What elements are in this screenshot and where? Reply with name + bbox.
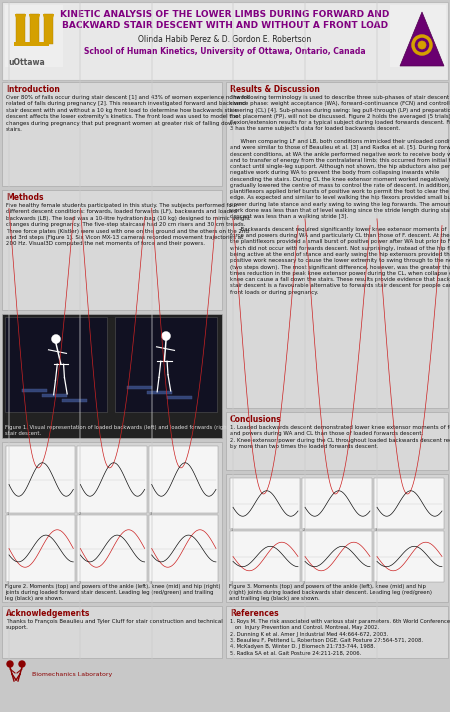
Text: BACKWARD STAIR DESCENT WITH AND WITHOUT A FRONT LOAD: BACKWARD STAIR DESCENT WITH AND WITHOUT … (62, 21, 388, 30)
Bar (148, 515, 218, 582)
Text: 3: 3 (150, 512, 152, 516)
Text: Methods: Methods (6, 193, 44, 202)
Circle shape (162, 332, 171, 340)
Text: Five healthy female students participated in this study. The subjects performed : Five healthy female students participate… (6, 203, 250, 246)
Bar (2, 442, 222, 602)
Circle shape (51, 335, 60, 343)
Text: Conclusions: Conclusions (230, 415, 282, 424)
Bar (374, 478, 444, 529)
Text: Olinda Habib Perez & D. Gordon E. Robertson: Olinda Habib Perez & D. Gordon E. Robert… (139, 35, 311, 44)
Text: 3: 3 (375, 528, 377, 532)
Text: School of Human Kinetics, University of Ottawa, Ontario, Canada: School of Human Kinetics, University of … (84, 47, 366, 56)
Circle shape (418, 41, 426, 49)
Bar (5, 5, 63, 67)
Bar (148, 446, 218, 513)
Text: 1: 1 (7, 512, 9, 516)
Bar (230, 531, 300, 582)
Text: 2: 2 (303, 581, 305, 585)
Text: Introduction: Introduction (6, 85, 60, 94)
Text: KINETIC ANALYSIS OF THE LOWER LIMBS DURING FORWARD AND: KINETIC ANALYSIS OF THE LOWER LIMBS DURI… (60, 10, 390, 19)
Bar (22, 389, 47, 392)
Text: The following terminology is used to describe three sub-phases of stair descent : The following terminology is used to des… (230, 95, 450, 295)
Text: 2: 2 (78, 512, 81, 516)
Circle shape (7, 661, 13, 667)
Bar (2, 606, 222, 658)
Text: 3: 3 (375, 581, 377, 585)
Bar (2, 82, 222, 186)
Bar (30, 14, 39, 44)
Text: 1: 1 (231, 528, 233, 532)
Text: uOttawa: uOttawa (8, 58, 45, 67)
Bar (77, 515, 147, 582)
Bar (2, 314, 222, 438)
Text: 1: 1 (231, 581, 233, 585)
Bar (6, 446, 75, 513)
Text: Over 80% of falls occur during stair descent [1] and 43% of women experience non: Over 80% of falls occur during stair des… (6, 95, 250, 132)
Text: Figure 3. Moments (top) and powers of the ankle (left), knee (mid) and hip
(righ: Figure 3. Moments (top) and powers of th… (229, 584, 432, 602)
Bar (302, 478, 372, 529)
Text: 3: 3 (150, 581, 152, 585)
Bar (44, 14, 53, 44)
Bar (147, 391, 172, 394)
Bar (226, 82, 448, 408)
Bar (2, 2, 448, 80)
Text: 2: 2 (78, 581, 81, 585)
Bar (2, 190, 222, 310)
Bar (374, 531, 444, 582)
Bar (115, 317, 217, 412)
Text: Figure 2. Moments (top) and powers of the ankle (left), knee (mid) and hip (righ: Figure 2. Moments (top) and powers of th… (5, 584, 220, 602)
Bar (226, 474, 448, 602)
Text: 1. Loaded backwards descent demonstrated lower knee extensor moments of force
an: 1. Loaded backwards descent demonstrated… (230, 425, 450, 449)
Text: Acknowledgements: Acknowledgements (6, 609, 90, 618)
Bar (16, 14, 25, 44)
Bar (390, 5, 446, 67)
Text: 1. Roys M. The risk associated with various stair parameters. 6th World Conferen: 1. Roys M. The risk associated with vari… (230, 619, 450, 656)
Circle shape (19, 661, 25, 667)
Bar (302, 531, 372, 582)
Bar (167, 396, 192, 399)
Text: Figure 1. Visual representation of loaded backwards (left) and loaded forwards (: Figure 1. Visual representation of loade… (5, 425, 231, 436)
Text: References: References (230, 609, 279, 618)
Text: Thanks to François Beaulieu and Tyler Cluff for stair construction and technical: Thanks to François Beaulieu and Tyler Cl… (6, 619, 223, 630)
Text: 2: 2 (303, 528, 305, 532)
Bar (5, 317, 107, 412)
Text: Results & Discussion: Results & Discussion (230, 85, 320, 94)
Bar (127, 386, 152, 389)
Bar (14, 42, 49, 46)
Bar (62, 399, 87, 402)
Bar (77, 446, 147, 513)
Bar (6, 515, 75, 582)
Polygon shape (400, 12, 444, 66)
Text: 1: 1 (7, 581, 9, 585)
Bar (226, 412, 448, 470)
Text: Biomechanics Laboratory: Biomechanics Laboratory (32, 672, 112, 677)
Bar (226, 606, 448, 658)
Bar (230, 478, 300, 529)
Bar (42, 394, 67, 397)
